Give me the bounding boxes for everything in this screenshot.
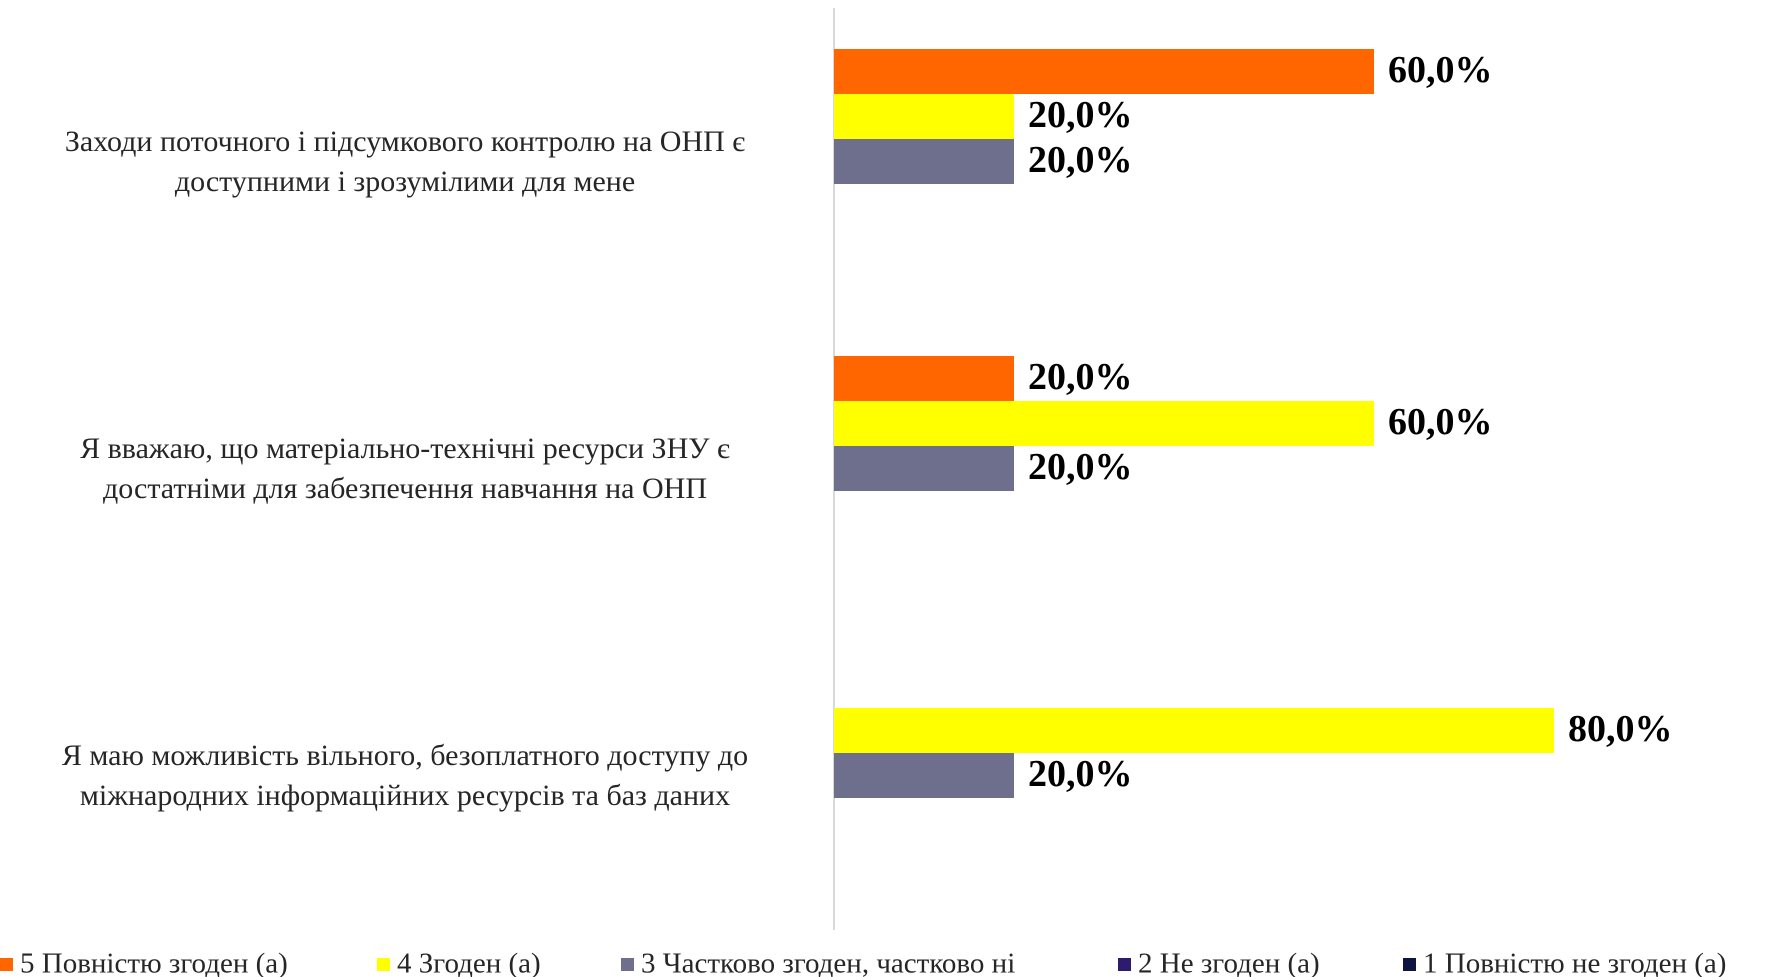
bar: [834, 708, 1554, 753]
bar: [834, 446, 1014, 491]
legend-swatch: [1118, 958, 1131, 971]
data-label: 20,0%: [1028, 139, 1133, 181]
bar: [834, 753, 1014, 798]
bar: [834, 139, 1014, 184]
legend-label: 1 Повністю не згоден (а): [1423, 948, 1726, 977]
legend-label: 5 Повністю згоден (а): [20, 948, 288, 977]
data-label: 60,0%: [1388, 49, 1493, 91]
legend-swatch: [0, 958, 13, 971]
bar: [834, 94, 1014, 139]
legend-label: 4 Згоден (а): [397, 948, 541, 977]
bar: [834, 401, 1374, 446]
data-label: 20,0%: [1028, 446, 1133, 488]
legend-label: 3 Частково згоден, частково ні: [641, 948, 1015, 977]
data-label: 20,0%: [1028, 94, 1133, 136]
legend-swatch: [621, 958, 634, 971]
bar: [834, 49, 1374, 94]
category-label: Я вважаю, що матеріально-технічні ресурс…: [80, 431, 730, 505]
category-label: Я маю можливість вільного, безоплатного …: [61, 738, 749, 812]
bar: [834, 356, 1014, 401]
data-label: 20,0%: [1028, 753, 1133, 795]
data-label: 60,0%: [1388, 401, 1493, 443]
data-label: 20,0%: [1028, 356, 1133, 398]
legend-label: 2 Не згоден (а): [1138, 948, 1320, 977]
legend-swatch: [1403, 958, 1416, 971]
legend-swatch: [377, 958, 390, 971]
category-label: Заходи поточного і підсумкового контролю…: [64, 124, 746, 198]
data-label: 80,0%: [1568, 708, 1673, 750]
